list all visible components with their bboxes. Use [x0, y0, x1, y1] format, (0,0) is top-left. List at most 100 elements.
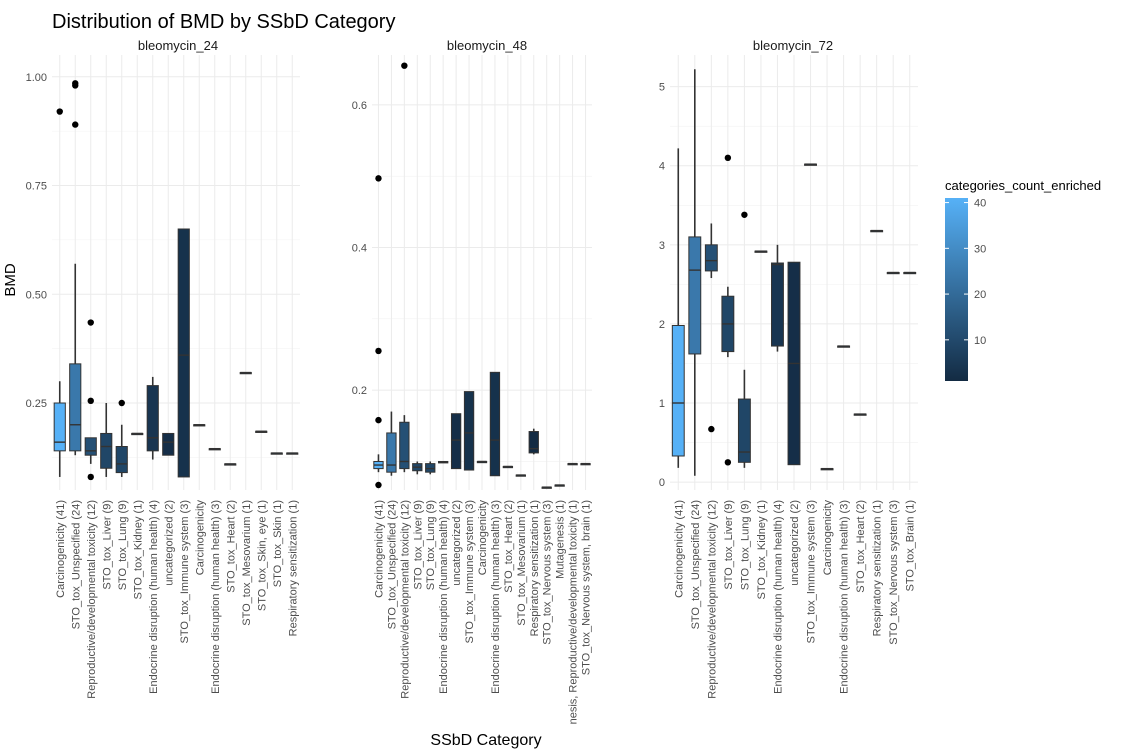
x-tick-label: Carcinogenicity	[194, 500, 206, 576]
x-tick-label: STO_tox_Skin, eye (1)	[256, 500, 268, 611]
box-STO_tox_Heart (2)	[853, 413, 867, 416]
box-body	[463, 391, 475, 471]
box-STO_tox_Nervous system (3)	[541, 486, 552, 489]
x-tick-label: Respiratory sensitization (1)	[872, 500, 884, 636]
box-Reproductive/developmental toxicity (12)	[399, 62, 410, 473]
box-STO_tox_Heart (2)	[224, 463, 237, 466]
box-Endocrine disruption (human health) (4)	[146, 376, 159, 460]
x-tick-label: STO_tox_Lung (9)	[739, 500, 751, 590]
y-tick-label: 5	[659, 82, 665, 94]
box-body	[115, 446, 128, 474]
box-uncategorized (2)	[787, 261, 801, 466]
box-STO_tox_Liver (9)	[412, 461, 423, 475]
x-tick-label: Mutagenesis (1)	[555, 500, 567, 579]
outlier-point	[401, 62, 408, 69]
box-STO_tox_Lung (9)	[115, 399, 128, 477]
panel-title: bleomycin_48	[447, 38, 527, 53]
outlier-point	[87, 319, 94, 326]
box-Carcinogenicity (41)	[53, 108, 66, 477]
x-tick-label: STO_tox_Kidney (1)	[756, 500, 768, 599]
x-tick-label: Endocrine disruption (human health) (3)	[839, 500, 851, 694]
x-tick-label: uncategorized (2)	[789, 500, 801, 586]
box-Endocrine disruption (human health) (3)	[208, 447, 221, 451]
x-tick-label: STO_tox_Immune system (3)	[464, 500, 476, 643]
box-STO_tox_Unspecified (24)	[688, 69, 702, 476]
y-tick-label: 0.75	[26, 181, 47, 193]
x-tick-label: Endocrine disruption (human health) (4)	[772, 500, 784, 694]
panel-bleomycin_24: bleomycin_24 0.25 0.50 0.75 1.00 Carcinogenic…	[26, 38, 300, 699]
box-body	[386, 432, 397, 473]
outlier-point	[375, 175, 382, 182]
outlier-point	[708, 425, 715, 433]
x-tick-label: Reproductive/developmental toxicity (12)	[399, 500, 411, 699]
box-STO_tox_Mesovarium (1)	[239, 371, 252, 375]
box-Endocrine disruption (human health) (3)	[489, 371, 501, 477]
x-tick-label: STO_tox_Skin (1)	[272, 500, 284, 587]
y-tick-label: 0.50	[26, 289, 47, 301]
box-STO_tox_Unspecified (24)	[69, 80, 82, 456]
box-Reproductive/developmental toxicity (12)	[84, 319, 97, 481]
box-STO_tox_Lung (9)	[737, 211, 751, 468]
x-axis-label: SSbD Category	[430, 732, 541, 749]
panel-bleomycin_48: bleomycin_48 0.2 0.4 0.6 Carcinogenicity (41…	[352, 38, 593, 724]
box-STO_tox_Skin, eye (1)	[255, 430, 268, 433]
x-tick-label: Endocrine disruption (human health) (4)	[438, 500, 450, 694]
box-Endocrine disruption (human health) (4)	[438, 460, 449, 464]
box-uncategorized (2)	[450, 413, 462, 470]
x-tick-label: STO_tox_Mesovarium (1)	[241, 500, 253, 626]
box-Reproductive/developmental toxicity (12)	[704, 223, 718, 433]
x-tick-label: STO_tox_Liver (9)	[723, 500, 735, 590]
box-STO_tox_Unspecified (24)	[386, 411, 397, 476]
x-tick-label: STO_tox_Heart (2)	[503, 500, 515, 593]
y-tick-label: 0.6	[352, 100, 367, 112]
box-body	[737, 398, 751, 463]
box-body	[177, 228, 190, 478]
box-body	[100, 432, 113, 469]
x-tick-label: Carcinogenicity	[822, 500, 834, 576]
x-tick-label: STO_tox_Lung (9)	[425, 500, 437, 590]
panel-title: bleomycin_72	[753, 38, 833, 53]
outlier-point	[87, 473, 94, 481]
box-body	[489, 371, 501, 477]
box-Carcinogenicity (41)	[373, 175, 384, 489]
box-STO_tox_Brain (1)	[903, 271, 917, 275]
y-tick-label: 0.4	[352, 243, 367, 255]
outlier-point	[72, 80, 79, 87]
x-tick-label: Endocrine disruption (human health) (3)	[490, 500, 502, 694]
x-tick-label: STO_tox_Nervous system (3)	[888, 500, 900, 645]
y-tick-label: 2	[659, 319, 665, 331]
x-tick-label: Carcinogenicity (41)	[373, 500, 385, 598]
box-Endocrine disruption (human health) (3)	[837, 345, 851, 348]
x-tick-label: Endocrine disruption (human health) (4)	[148, 500, 160, 694]
box-body	[69, 363, 82, 452]
x-tick-label: STO_tox_Unspecified (24)	[386, 500, 398, 629]
y-tick-label: 0	[659, 477, 665, 489]
box-STO_tox_Kidney (1)	[131, 432, 144, 436]
box-Respiratory sensitization (1)	[286, 452, 299, 455]
box-nesis, Reproductive/developmental toxicity (1)	[567, 462, 578, 466]
x-tick-label: STO_tox_Unspecified (24)	[690, 500, 702, 629]
box-body	[704, 244, 718, 272]
box-Carcinogenicity	[820, 467, 834, 471]
box-body	[671, 324, 685, 457]
box-STO_tox_Kidney (1)	[754, 250, 768, 253]
box-body	[84, 437, 97, 456]
outlier-point	[375, 347, 382, 355]
y-axis-label: BMD	[2, 263, 19, 297]
box-Mutagenesis (1)	[554, 484, 565, 487]
box-STO_tox_Skin (1)	[270, 452, 283, 455]
y-tick-label: 4	[659, 161, 665, 173]
box-body	[425, 463, 436, 473]
box-STO_tox_Nervous system (3)	[886, 271, 900, 275]
facet-panels: bleomycin_240.250.500.751.00Carcinogenic…	[26, 38, 918, 724]
x-tick-label: Carcinogenicity	[477, 500, 489, 576]
box-Endocrine disruption (human health) (4)	[771, 244, 784, 352]
legend-tick-label: 40	[974, 198, 986, 210]
x-tick-label: Carcinogenicity (41)	[673, 500, 685, 598]
box-Respiratory sensitization (1)	[870, 229, 884, 233]
box-Carcinogenicity (41)	[671, 148, 685, 468]
x-tick-label: uncategorized (2)	[163, 500, 175, 586]
x-tick-label: STO_tox_Immune system (3)	[806, 500, 818, 643]
box-STO_tox_Liver (9)	[721, 154, 735, 466]
x-tick-label: STO_tox_Heart (2)	[225, 500, 237, 593]
